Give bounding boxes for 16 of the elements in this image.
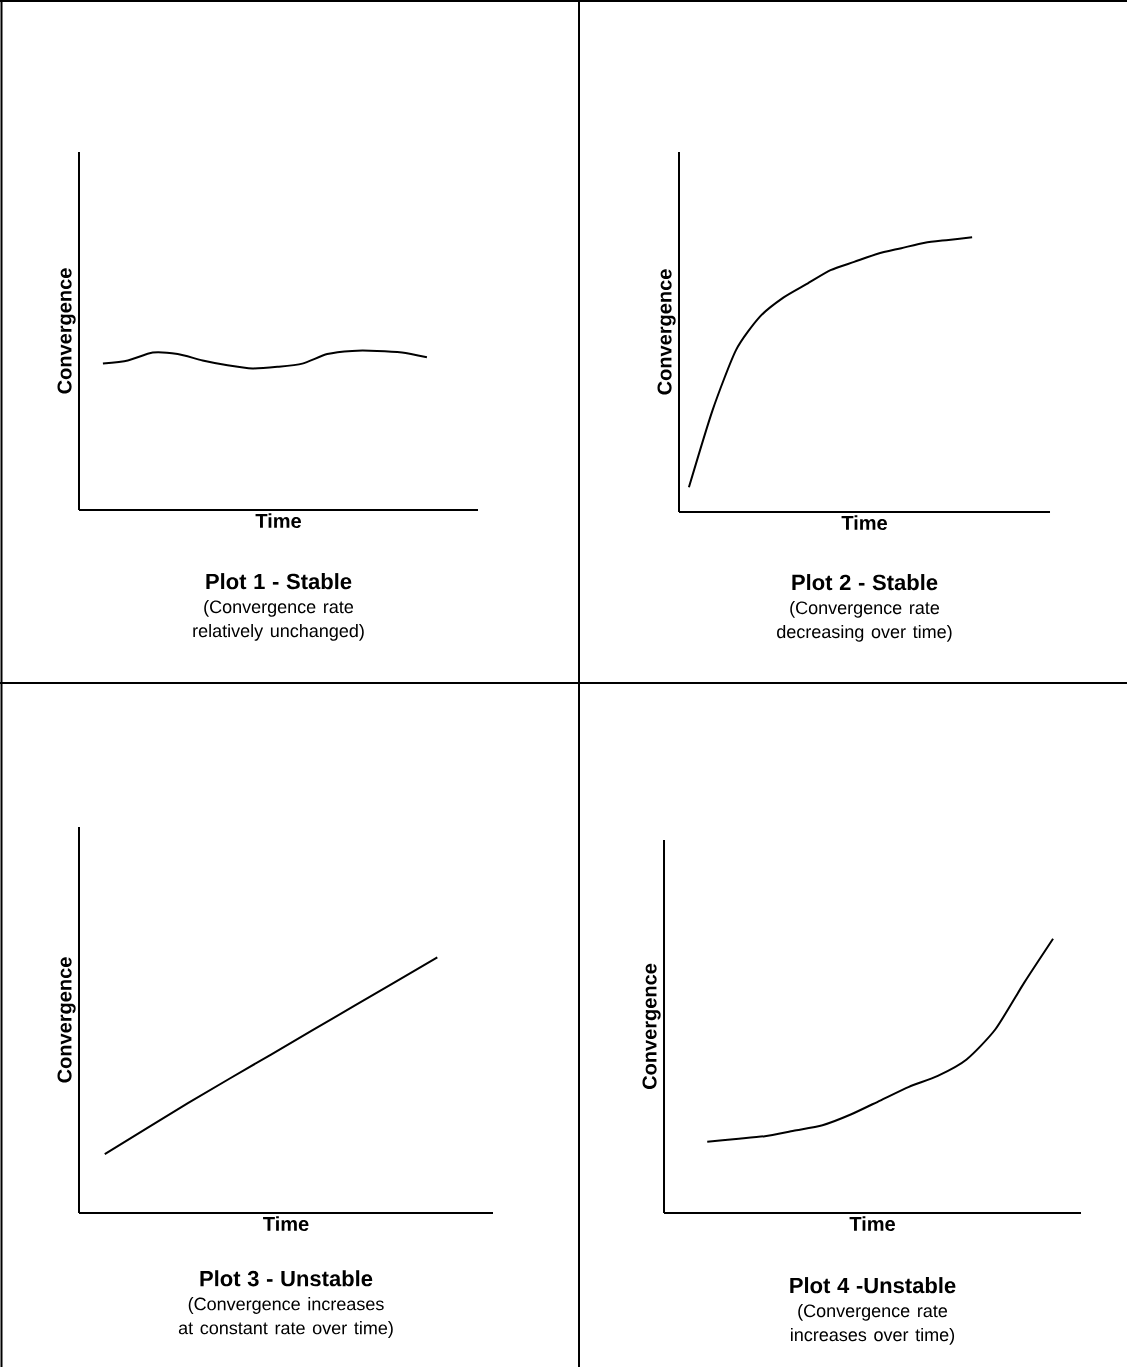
text: Plot 4 -Unstable: [790, 1277, 956, 1294]
x-axis-title: Time: [255, 513, 301, 529]
text: Plot 1 - Stable: [206, 573, 352, 590]
text: (Convergence rate increases over time): [791, 1303, 955, 1345]
text: (Convergence rate relatively unchanged): [193, 599, 364, 641]
y-axis-title: Convergence: [657, 269, 676, 395]
text: (Convergence increases at constant rate over time): [178, 1297, 393, 1338]
text: (Convergence rate decreasing over time): [777, 600, 952, 642]
y-axis-title: Convergence: [57, 957, 76, 1083]
text: Plot 3 - Unstable: [200, 1270, 373, 1287]
text: Plot 2 - Stable: [792, 574, 938, 591]
x-axis-title: Time: [841, 515, 887, 531]
y-axis-title: Convergence: [642, 963, 661, 1090]
x-axis-title: Time: [263, 1216, 309, 1232]
y-axis-title: Convergence: [57, 268, 76, 394]
x-axis-title: Time: [849, 1216, 895, 1232]
